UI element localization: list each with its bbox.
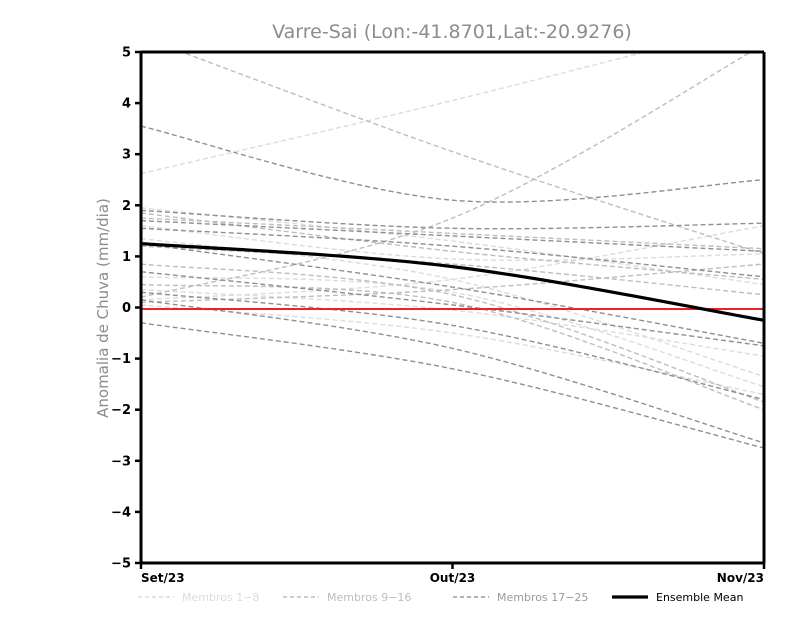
y-tick-label: −5 <box>111 557 131 572</box>
member-line <box>141 291 764 401</box>
ensemble-mean-line <box>141 242 764 322</box>
x-tick-label: Out/23 <box>430 571 476 585</box>
member-line <box>141 225 764 301</box>
member-line <box>141 242 764 344</box>
y-tick-label: 3 <box>122 148 131 163</box>
member-line <box>141 283 764 411</box>
member-line <box>141 219 764 252</box>
member-line <box>141 263 764 403</box>
y-tick-label: −1 <box>111 352 131 367</box>
chart-legend: Membros 1−8 Membros 9−16 Membros 17−25 Ense… <box>138 591 743 604</box>
member-line <box>141 245 764 296</box>
member-line <box>141 125 764 203</box>
member-line <box>141 225 764 262</box>
member-line <box>141 212 764 281</box>
member-line <box>141 299 764 444</box>
member-line <box>141 52 753 298</box>
y-tick-label: 2 <box>122 199 131 214</box>
y-tick-layer: 5 4 3 2 1 0 −1 −2 −3 −4 −5 <box>111 46 141 572</box>
legend-label: Membros 17−25 <box>497 591 588 604</box>
legend-label: Membros 1−8 <box>182 591 259 604</box>
legend-label: Membros 9−16 <box>327 591 411 604</box>
y-tick-label: −4 <box>111 505 131 520</box>
member-line <box>141 288 764 357</box>
chart-title: Varre-Sai (Lon:-41.8701,Lat:-20.9276) <box>272 21 632 43</box>
y-tick-label: −3 <box>111 454 131 469</box>
y-tick-label: 1 <box>122 250 131 265</box>
plot-area <box>141 52 764 449</box>
y-axis-label: Anomalia de Chuva (mm/dia) <box>94 198 112 418</box>
member-line <box>141 227 764 278</box>
y-tick-label: 5 <box>122 46 131 61</box>
member-line <box>141 271 764 347</box>
y-tick-label: 4 <box>122 97 131 112</box>
y-tick-label: −2 <box>111 403 131 418</box>
legend-label: Ensemble Mean <box>656 591 743 604</box>
ensemble-mean-layer <box>141 242 764 322</box>
member-line <box>141 322 764 449</box>
y-tick-label: 0 <box>122 301 131 316</box>
x-tick-label: Nov/23 <box>717 571 764 585</box>
member-line <box>180 52 764 255</box>
x-tick-label: Set/23 <box>141 571 185 585</box>
member-line <box>141 217 764 250</box>
x-tick-layer: Set/23 Out/23 Nov/23 <box>139 563 766 585</box>
member-line <box>141 276 764 388</box>
member-line <box>141 263 764 304</box>
member-line <box>141 209 764 230</box>
series-lines-layer <box>141 52 764 449</box>
